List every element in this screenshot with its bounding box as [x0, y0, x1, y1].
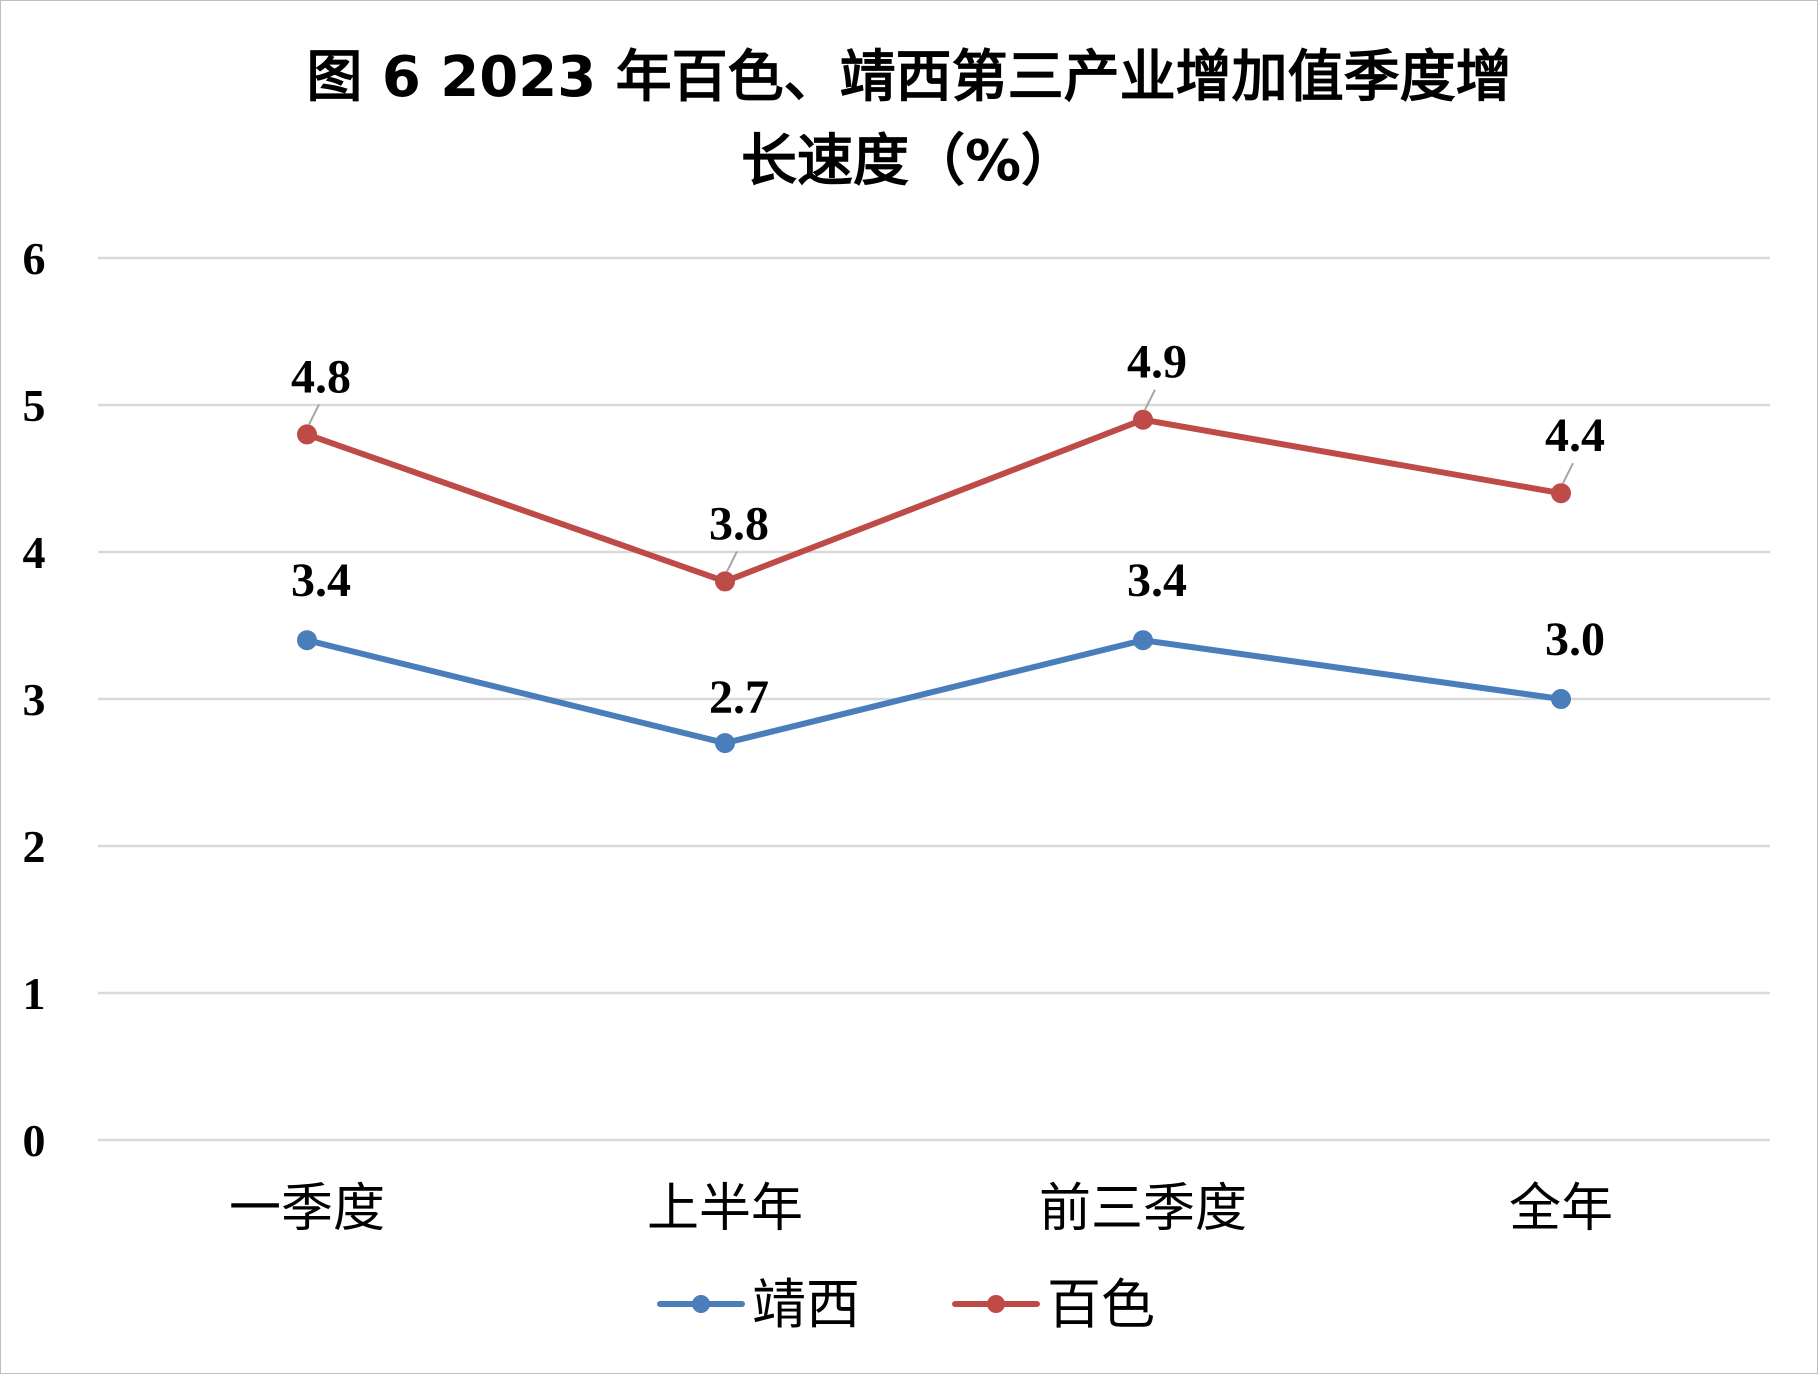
y-tick-label-0: 0	[23, 1115, 46, 1166]
y-tick-label-2: 2	[23, 821, 46, 872]
gridlines	[98, 256, 1770, 1142]
data-point	[715, 733, 735, 754]
chart-title-line-1: 图 6 2023 年百色、靖西第三产业增加值季度增	[306, 45, 1512, 110]
legend: 靖西 百色	[657, 1273, 1155, 1336]
y-tick-label-5: 5	[23, 380, 46, 431]
data-label: 3.4	[291, 554, 351, 607]
chart-title: 图 6 2023 年百色、靖西第三产业增加值季度增 长速度（%）	[0, 36, 1818, 204]
series-lines	[297, 409, 1571, 754]
data-point	[1551, 483, 1571, 504]
data-label: 4.9	[1127, 336, 1187, 389]
data-label-leader	[1144, 389, 1156, 411]
y-axis-ticks: 0 1 2 3 4 5 6	[23, 233, 46, 1166]
data-point	[1133, 630, 1153, 651]
data-label: 2.7	[709, 671, 769, 724]
y-tick-label-1: 1	[23, 968, 46, 1019]
data-label: 3.8	[709, 497, 769, 550]
chart-title-line-2: 长速度（%）	[740, 129, 1078, 194]
x-category-label: 上半年	[647, 1179, 803, 1239]
legend-label-0: 靖西	[752, 1273, 860, 1336]
data-point	[1133, 409, 1153, 430]
data-label: 3.4	[1127, 554, 1187, 607]
data-labels: 3.4 2.7 3.4 3.0 4.8 3.8 4.9 4.4	[291, 336, 1605, 724]
data-point	[297, 630, 317, 651]
y-tick-label-6: 6	[23, 233, 46, 284]
x-category-label: 前三季度	[1039, 1179, 1247, 1239]
data-label-leader	[726, 550, 738, 572]
data-label-leader	[308, 403, 320, 425]
legend-marker-0	[692, 1295, 710, 1313]
data-point	[297, 424, 317, 445]
data-label: 3.0	[1545, 613, 1605, 666]
legend-marker-1	[987, 1295, 1005, 1313]
legend-label-1: 百色	[1047, 1273, 1155, 1336]
data-point	[1551, 689, 1571, 709]
data-label-leader	[1562, 462, 1574, 484]
x-category-label: 一季度	[229, 1179, 385, 1239]
x-category-label: 全年	[1509, 1179, 1613, 1239]
series-line-0	[304, 637, 1564, 747]
y-tick-label-4: 4	[23, 527, 46, 578]
series-line-1	[304, 416, 1564, 585]
data-label: 4.4	[1545, 409, 1605, 462]
x-axis-categories: 一季度 上半年 前三季度 全年	[229, 1179, 1613, 1239]
y-tick-label-3: 3	[23, 674, 46, 725]
data-label: 4.8	[291, 350, 351, 403]
data-point	[715, 571, 735, 592]
